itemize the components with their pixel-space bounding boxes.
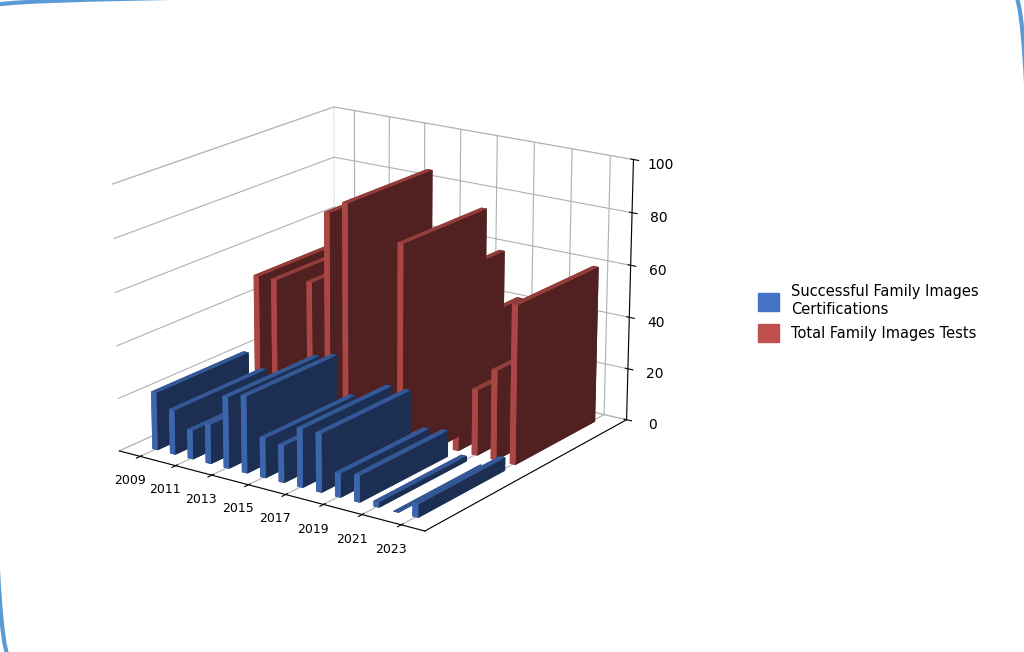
Legend: Successful Family Images
Certifications, Total Family Images Tests: Successful Family Images Certifications,… bbox=[751, 277, 986, 349]
